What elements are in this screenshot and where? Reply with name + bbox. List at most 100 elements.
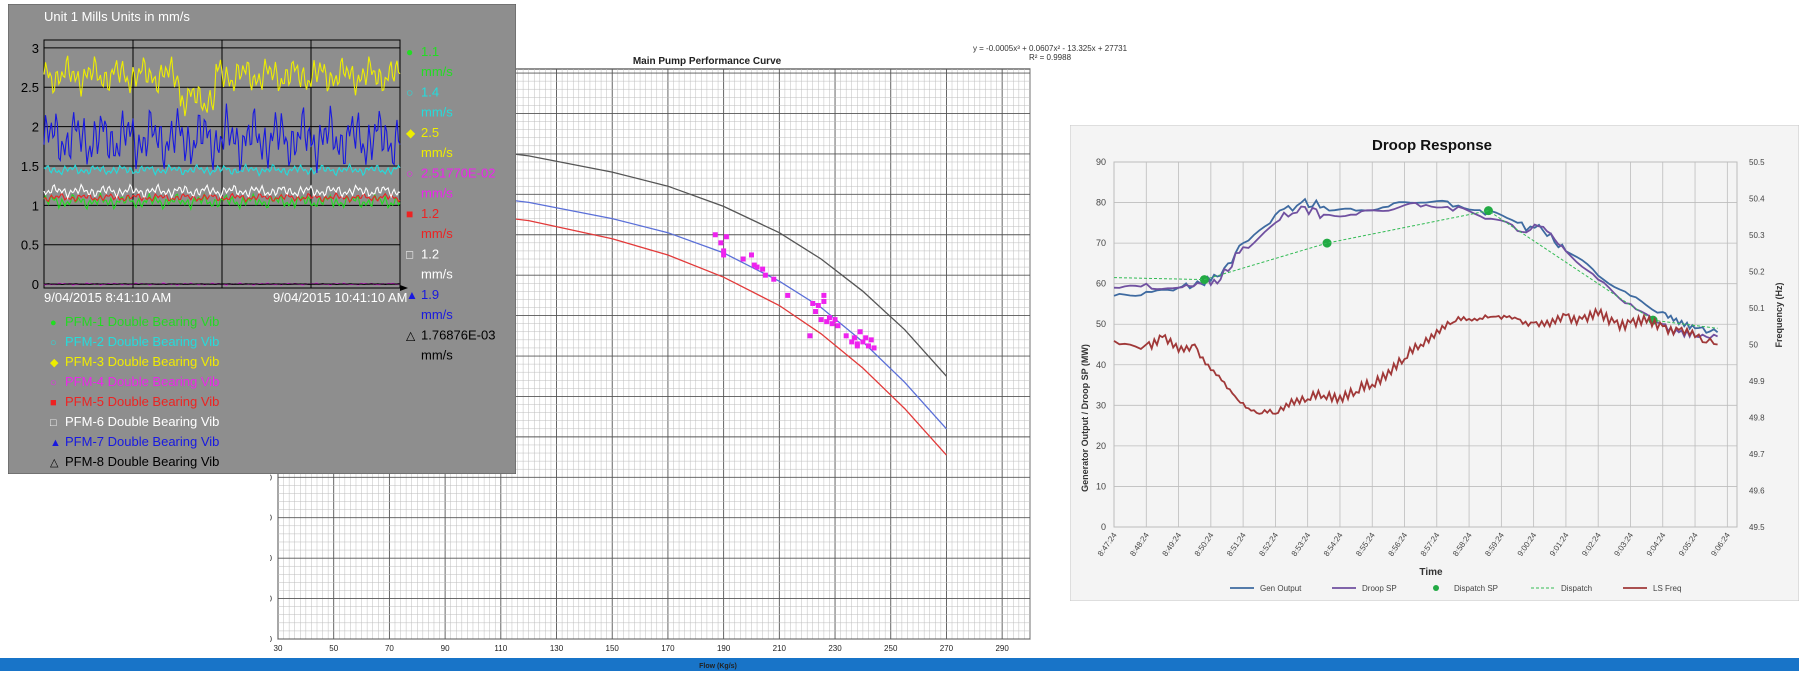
trend-y-tick-label: 2.5 xyxy=(21,80,39,95)
pump-x-tick-label: 70 xyxy=(385,644,394,653)
droop-y2-tick-label: 49.7 xyxy=(1749,450,1765,459)
droop-y-tick-label: 50 xyxy=(1096,319,1106,329)
droop-y2-tick-label: 49.6 xyxy=(1749,487,1765,496)
pump-x-tick-label: 110 xyxy=(494,644,507,653)
pump-chart-title: Main Pump Performance Curve xyxy=(633,56,782,67)
droop-y2-tick-label: 50.1 xyxy=(1749,304,1765,313)
trend-legend-marker: ○ xyxy=(50,377,57,389)
pump-data-point xyxy=(771,276,777,282)
pump-x-tick-label: 250 xyxy=(884,644,898,653)
droop-response-chart: Droop Response 0 10 20 30 40 50 60 70 80 90 49.5 4… xyxy=(1069,124,1799,602)
pump-data-point xyxy=(863,335,869,341)
pump-data-point xyxy=(824,319,830,325)
pump-y-tick-label: 13,000 xyxy=(270,595,273,604)
pump-data-point xyxy=(829,321,835,327)
pump-x-tick-label: 190 xyxy=(717,644,731,653)
trend-legend-label: PFM-7 Double Bearing Vib xyxy=(65,434,219,449)
trend-legend: ● PFM-1 Double Bearing Vib ○ PFM-2 Double B… xyxy=(50,314,219,469)
pump-data-point xyxy=(813,309,819,315)
trend-line-6 xyxy=(43,183,401,200)
current-value-marker: ◆ xyxy=(406,126,416,140)
pump-y-tick-label: 16,000 xyxy=(270,473,273,482)
droop-y-tick-label: 90 xyxy=(1096,157,1106,167)
trend-y-tick-label: 0.5 xyxy=(21,238,39,253)
trendline-equation: y = -0.0005x³ + 0.0607x² - 13.325x + 277… xyxy=(973,44,1128,53)
pump-data-point xyxy=(748,252,754,258)
trend-y-tick-label: 1 xyxy=(32,198,39,213)
trend-line-2 xyxy=(43,162,401,178)
trend-arrow xyxy=(400,285,408,291)
current-value-marker: △ xyxy=(406,329,416,343)
droop-y-tick-label: 0 xyxy=(1101,522,1106,532)
droop-y-tick-label: 40 xyxy=(1096,360,1106,370)
trend-legend-marker: ■ xyxy=(50,397,57,409)
droop-y2-tick-label: 50.2 xyxy=(1749,268,1765,277)
pump-data-point xyxy=(740,256,746,262)
droop-y2-tick-label: 50 xyxy=(1749,341,1758,350)
trend-legend-label: PFM-6 Double Bearing Vib xyxy=(65,414,219,429)
legend-label: Dispatch SP xyxy=(1454,584,1498,593)
trend-line-8 xyxy=(43,283,400,285)
current-value-unit: mm/s xyxy=(421,64,453,79)
pump-data-point xyxy=(810,300,816,306)
trend-end-time: 9/04/2015 10:41:10 AM xyxy=(273,290,407,305)
pump-x-tick-label: 90 xyxy=(441,644,450,653)
pump-data-point xyxy=(762,272,768,278)
droop-series-dispatch xyxy=(1113,210,1718,329)
pump-data-point xyxy=(835,323,841,329)
current-value-marker: ○ xyxy=(406,86,413,100)
trend-y-tick-label: 1.5 xyxy=(21,159,39,174)
trend-legend-marker: ▲ xyxy=(50,437,61,449)
trend-line-3 xyxy=(43,55,401,117)
legend-label: LS Freq xyxy=(1653,584,1681,593)
trend-title: Unit 1 Mills Units in mm/s xyxy=(44,9,190,24)
pump-data-point xyxy=(843,333,849,339)
trend-line-7 xyxy=(43,103,401,174)
droop-y2-tick-label: 50.4 xyxy=(1749,195,1765,204)
pump-x-tick-label: 210 xyxy=(773,644,787,653)
pump-x-tick-label: 30 xyxy=(274,644,283,653)
droop-y2-tick-label: 50.5 xyxy=(1749,158,1765,167)
trend-legend-label: PFM-5 Double Bearing Vib xyxy=(65,394,219,409)
pump-curve-1 xyxy=(445,145,947,377)
trend-svg: Unit 1 Mills Units in mm/s 0 0.5 1 1.5 2 2.5 3… xyxy=(7,3,517,475)
pump-y-tick-label: 12,000 xyxy=(270,635,273,644)
droop-series-ls-freq xyxy=(1113,306,1718,415)
pump-data-point xyxy=(712,232,718,238)
current-value-marker: □ xyxy=(406,248,413,262)
pump-data-point xyxy=(721,252,727,258)
trend-legend-label: PFM-3 Double Bearing Vib xyxy=(65,354,219,369)
pump-data-point xyxy=(852,335,858,341)
trend-start-time: 9/04/2015 8:41:10 AM xyxy=(44,290,171,305)
pump-x-tick-label: 270 xyxy=(940,644,954,653)
trend-y-tick-label: 0 xyxy=(32,277,39,292)
current-value: 2.51770E-02 xyxy=(421,166,495,181)
droop-y-tick-label: 30 xyxy=(1096,400,1106,410)
pump-x-tick-label: 130 xyxy=(550,644,564,653)
droop-y-tick-label: 60 xyxy=(1096,279,1106,289)
pump-curve-3 xyxy=(445,209,947,456)
droop-y-tick-label: 10 xyxy=(1096,481,1106,491)
current-value-unit: mm/s xyxy=(421,348,453,363)
pump-data-point xyxy=(854,343,860,349)
current-value-unit: mm/s xyxy=(421,105,453,120)
trend-legend-label: PFM-8 Double Bearing Vib xyxy=(65,454,219,469)
droop-y-tick-label: 80 xyxy=(1096,198,1106,208)
droop-y-tick-label: 20 xyxy=(1096,441,1106,451)
trend-line-1 xyxy=(43,191,401,211)
pump-data-point xyxy=(760,266,766,272)
pump-data-point xyxy=(815,302,821,308)
taskbar-strip xyxy=(0,658,1799,671)
current-value-marker: ▲ xyxy=(406,288,418,302)
droop-plot-area xyxy=(1113,161,1738,528)
pump-y-tick-label: 15,000 xyxy=(270,514,273,523)
trendline-r2: R² = 0.9988 xyxy=(1029,53,1072,62)
droop-y2-tick-label: 49.5 xyxy=(1749,523,1765,532)
current-value-unit: mm/s xyxy=(421,226,453,241)
current-value: 1.2 xyxy=(421,206,439,221)
current-value-unit: mm/s xyxy=(421,267,453,282)
droop-y2-tick-label: 49.9 xyxy=(1749,377,1765,386)
current-value-marker: ● xyxy=(406,45,413,59)
trend-y-tick-label: 3 xyxy=(32,41,39,56)
trend-legend-label: PFM-2 Double Bearing Vib xyxy=(65,334,219,349)
